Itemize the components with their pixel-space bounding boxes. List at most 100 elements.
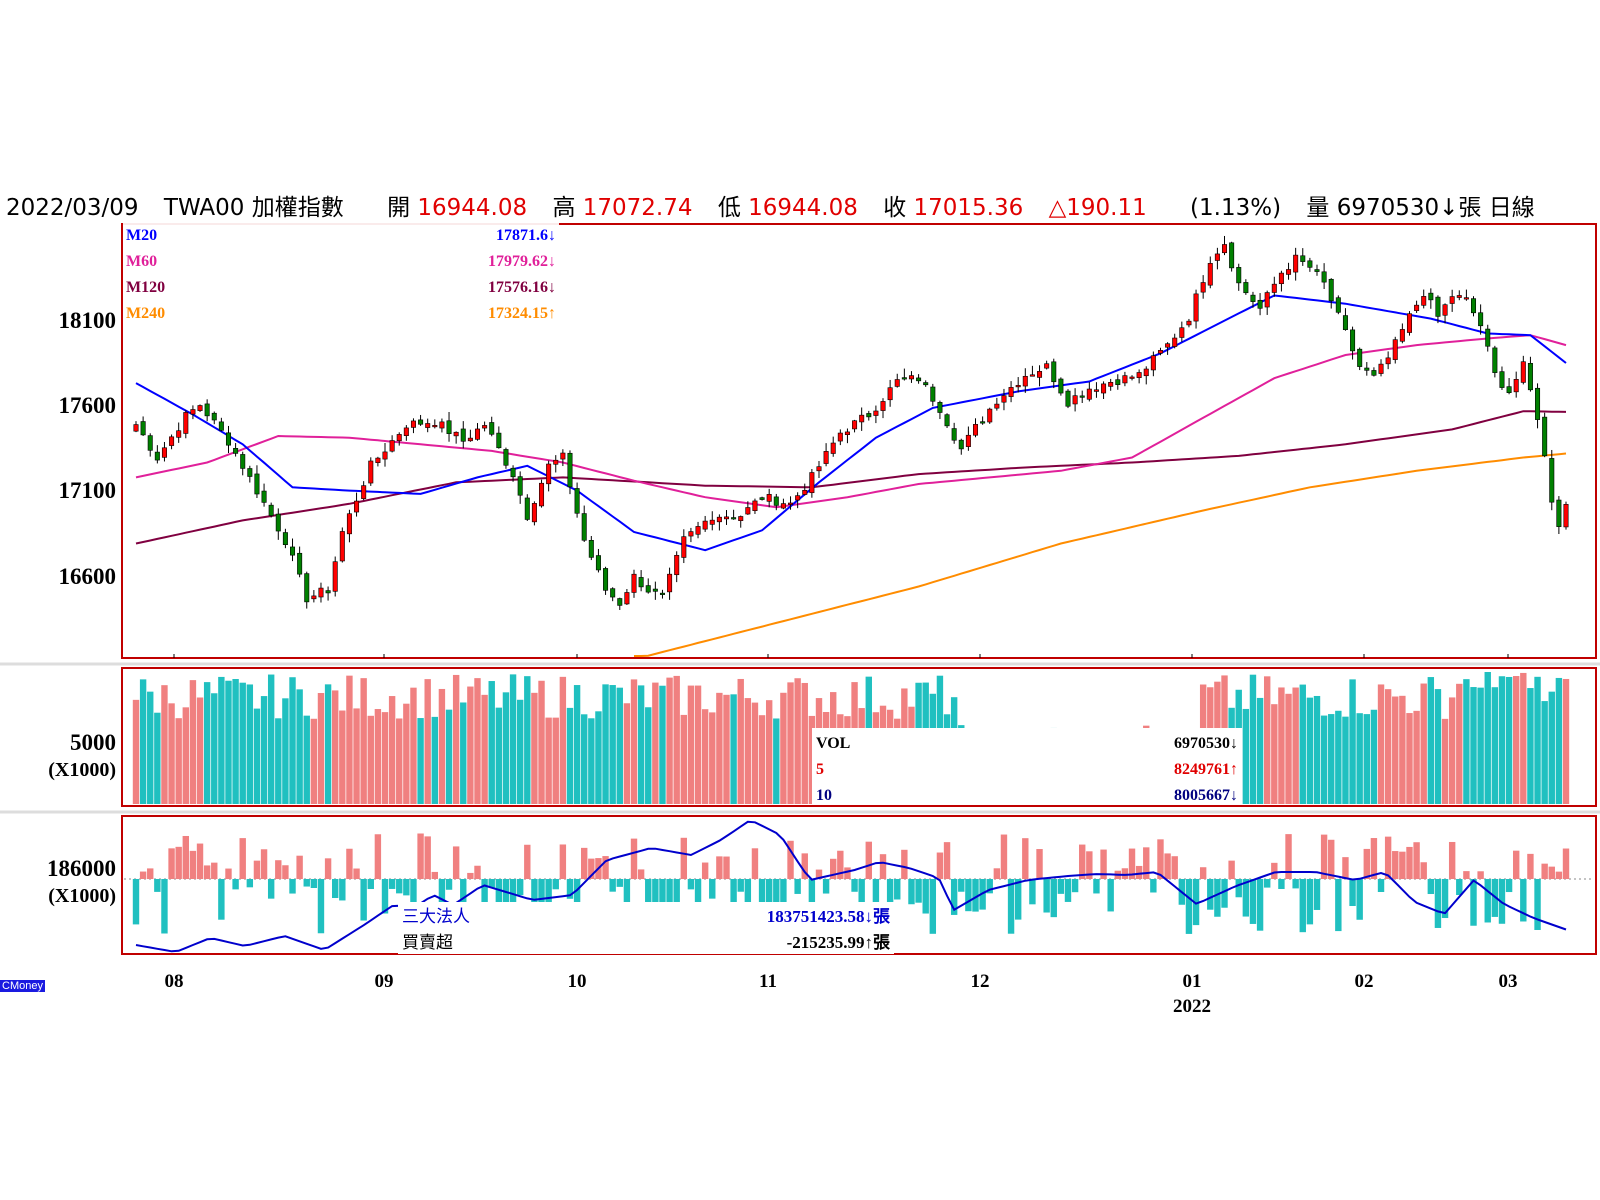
volume-bar xyxy=(1427,677,1435,804)
institutional-bar xyxy=(1185,879,1193,934)
candle-body xyxy=(197,405,203,411)
institutional-bar xyxy=(744,879,752,919)
candle-body xyxy=(1357,348,1363,367)
institutional-bar xyxy=(680,837,688,879)
volume-bar xyxy=(573,685,581,804)
candle-body xyxy=(1307,260,1313,268)
candle-body xyxy=(1506,386,1512,393)
candle-body xyxy=(944,414,950,427)
candle-body xyxy=(524,497,530,520)
candle-body xyxy=(752,500,758,512)
candlestick xyxy=(460,421,466,449)
volume-bar xyxy=(481,694,488,804)
institutional-bar xyxy=(958,879,965,892)
volume-bar xyxy=(260,696,268,804)
institutional-bar xyxy=(1007,879,1015,934)
candlestick xyxy=(773,493,779,511)
candlestick xyxy=(1563,501,1569,530)
volume-bar xyxy=(545,717,552,804)
institutional-bar xyxy=(950,879,958,915)
candlestick xyxy=(524,494,530,521)
candle-body xyxy=(1378,363,1384,374)
candle-body xyxy=(1122,375,1128,384)
legend-net-name: 買賣超 xyxy=(402,933,453,953)
institutional-tick-label: 186000 xyxy=(47,856,116,881)
volume-bar xyxy=(474,678,481,804)
institutional-bar xyxy=(1313,879,1321,910)
institutional-bar xyxy=(360,879,367,921)
institutional-bar xyxy=(1164,853,1171,879)
candle-body xyxy=(311,595,317,600)
volume-bar xyxy=(388,696,396,804)
institutional-bar xyxy=(367,879,374,890)
candlestick xyxy=(1257,293,1263,316)
candle-body xyxy=(382,451,388,460)
candlestick xyxy=(1342,308,1348,331)
candle-body xyxy=(1250,294,1256,302)
institutional-bar xyxy=(673,879,680,918)
institutional-bar xyxy=(1555,871,1563,879)
candle-body xyxy=(503,449,509,466)
candle-body xyxy=(183,412,189,434)
candlestick xyxy=(482,421,488,432)
volume-bar xyxy=(275,718,282,804)
volume-bar xyxy=(360,678,367,804)
candle-body xyxy=(1342,315,1348,330)
month-label: 01 xyxy=(1183,971,1202,992)
candlestick xyxy=(1222,235,1228,256)
candlestick xyxy=(624,588,630,605)
volume-bar xyxy=(1271,704,1278,804)
candlestick xyxy=(1044,360,1050,370)
candlestick xyxy=(190,405,196,420)
candlestick xyxy=(1513,371,1519,398)
candle-body xyxy=(916,377,922,382)
volume-bar xyxy=(730,694,737,804)
candle-body xyxy=(795,495,801,501)
candle-body xyxy=(1143,368,1149,377)
candle-body xyxy=(802,489,808,495)
candle-body xyxy=(254,473,260,495)
close-value: 17015.36 xyxy=(913,195,1024,221)
change-value: △190.11 xyxy=(1048,195,1147,221)
candlestick xyxy=(873,405,879,424)
candle-body xyxy=(844,431,850,435)
candlestick xyxy=(1471,296,1477,317)
volume-panel-frame xyxy=(121,667,1597,807)
candlestick xyxy=(446,411,452,442)
institutional-bar xyxy=(154,879,161,892)
volume-bar xyxy=(346,675,353,804)
candlestick xyxy=(1371,367,1377,377)
candlestick xyxy=(531,501,537,526)
candle-body xyxy=(517,476,523,496)
candlestick xyxy=(1556,496,1562,534)
institutional-bar xyxy=(1079,844,1086,879)
institutional-bar xyxy=(481,879,488,924)
institutional-bar xyxy=(317,879,325,934)
candlestick xyxy=(667,567,673,600)
candle-body xyxy=(1300,255,1306,262)
candlestick xyxy=(1414,300,1420,313)
candlestick xyxy=(233,443,239,457)
candle-body xyxy=(154,451,160,461)
volume-bar xyxy=(1441,718,1449,804)
institutional-bar xyxy=(1121,868,1129,879)
candlestick xyxy=(304,571,310,609)
volume-bar xyxy=(1548,691,1555,804)
candlestick xyxy=(539,479,545,508)
candle-body xyxy=(1449,296,1455,304)
candlestick xyxy=(1520,355,1526,385)
volume-bar xyxy=(552,717,559,804)
institutional-bar xyxy=(147,868,154,879)
volume-bar xyxy=(609,685,616,804)
candlestick xyxy=(852,419,858,433)
candlestick xyxy=(1015,377,1021,393)
candlestick xyxy=(802,483,808,496)
candle-body xyxy=(1264,292,1270,308)
institutional-bar xyxy=(1228,860,1235,879)
candlestick xyxy=(716,514,722,531)
volume-bar xyxy=(168,703,175,804)
candlestick xyxy=(617,597,623,610)
volume-bar xyxy=(495,707,503,804)
candle-body xyxy=(1229,242,1235,269)
